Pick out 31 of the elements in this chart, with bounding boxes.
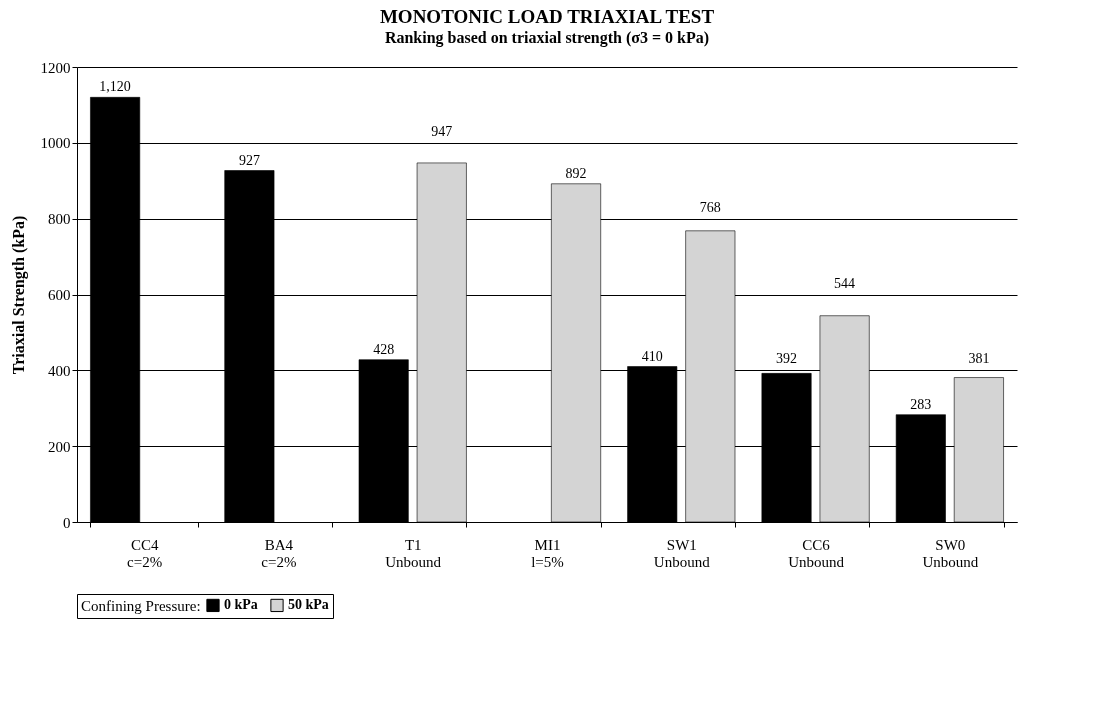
data-label: 947 [431, 123, 453, 139]
x-tick-label: CC6 Unbound [788, 536, 845, 570]
data-label: 768 [699, 199, 721, 215]
data-label: 892 [565, 165, 587, 181]
data-label: 927 [238, 152, 260, 168]
data-label: 283 [910, 396, 932, 412]
legend-label: 0 kPa [224, 597, 258, 613]
legend-label: 50 kPa [288, 597, 329, 613]
chart-title: MONOTONIC LOAD TRIAXIAL TEST [379, 6, 715, 27]
data-label: 428 [373, 341, 395, 357]
y-tick-label: 600 [48, 287, 71, 303]
y-tick-label: 200 [48, 438, 71, 455]
y-tick-label: 1200 [40, 59, 71, 76]
data-label: 544 [834, 275, 856, 291]
y-tick-label: 400 [48, 362, 71, 379]
x-tick-label: CC4 c=2% [127, 536, 163, 570]
x-tick-label: T1 Unbound [385, 536, 442, 570]
legend-title: Confining Pressure: [81, 598, 201, 614]
data-label: 410 [641, 348, 663, 364]
y-axis-title: Triaxial Strength (kPa) [9, 215, 28, 375]
x-tick-label: MI1 l=5% [531, 536, 564, 570]
y-tick-label: 0 [63, 514, 71, 531]
data-label: 381 [968, 351, 990, 367]
x-tick-label: BA4 c=2% [261, 536, 297, 570]
y-tick-label: 1000 [40, 135, 71, 152]
x-tick-label: SW0 Unbound [922, 536, 979, 570]
chart-subtitle: Ranking based on triaxial strength (σ3 = 0 kPa) [384, 29, 710, 47]
data-label: 392 [776, 351, 798, 367]
data-label: 1,120 [99, 79, 131, 95]
x-tick-label: SW1 Unbound [653, 536, 711, 570]
y-tick-label: 800 [48, 211, 71, 228]
